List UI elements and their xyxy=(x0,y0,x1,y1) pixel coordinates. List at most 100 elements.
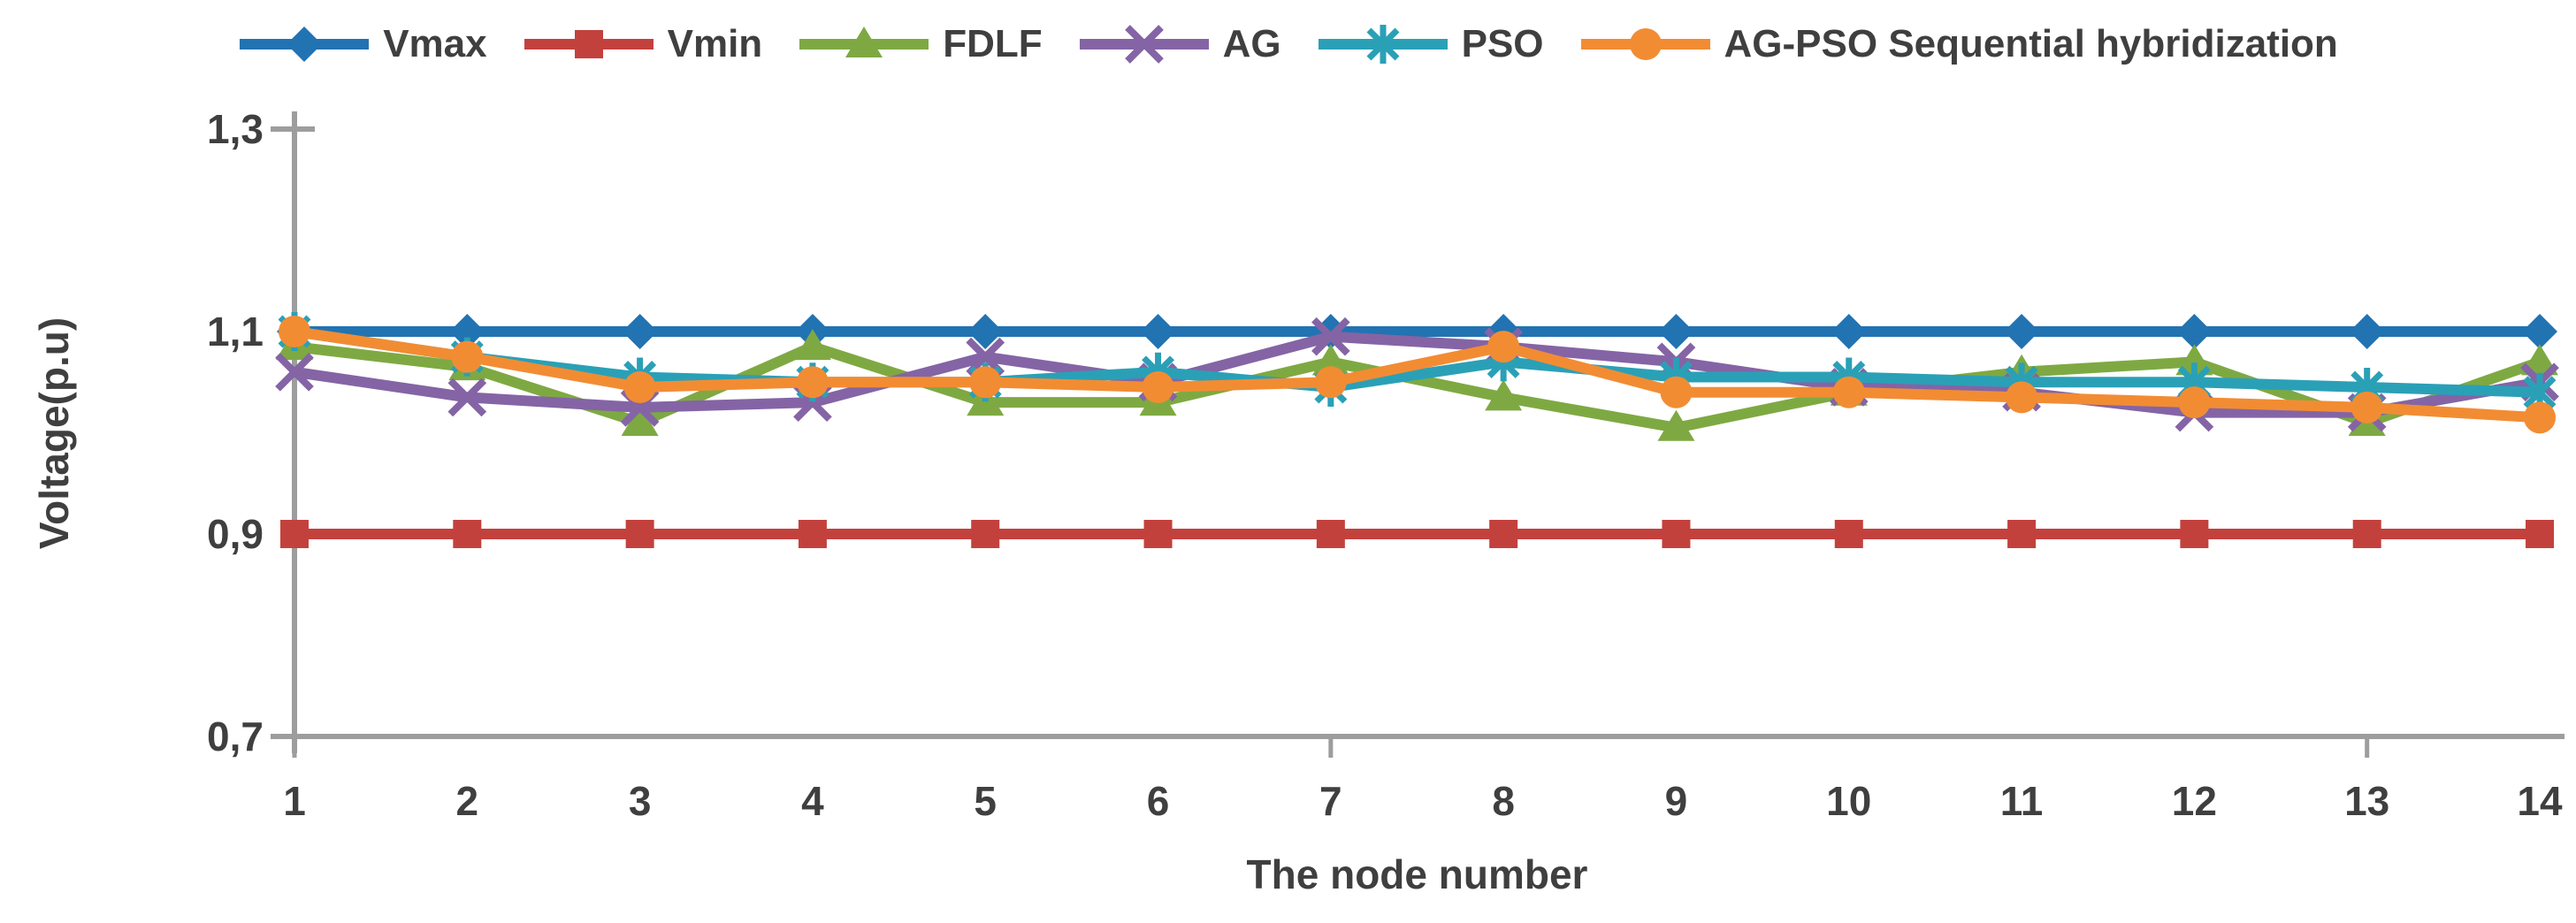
diamond-marker xyxy=(1140,314,1176,349)
y-tick-label: 1,3 xyxy=(207,106,264,152)
asterisk-marker xyxy=(1366,25,1400,64)
legend-item-vmax: Vmax xyxy=(238,12,487,76)
legend-item-ag: AG xyxy=(1078,12,1281,76)
circle-marker xyxy=(2524,401,2556,434)
series-vmin xyxy=(280,520,2554,548)
x-tick-label: 2 xyxy=(456,778,479,824)
triangle-marker xyxy=(621,405,659,437)
diamond-marker xyxy=(622,314,658,349)
circle-marker xyxy=(2178,386,2211,419)
series-line xyxy=(289,331,2545,418)
legend-marker-asterisk xyxy=(1318,25,1448,64)
circle-marker xyxy=(1142,370,1174,403)
diamond-marker xyxy=(1658,314,1694,349)
legend-marker-x xyxy=(1079,25,1209,64)
y-tick-label: 0,9 xyxy=(207,511,264,557)
circle-marker xyxy=(1660,376,1693,408)
x-tick-label: 3 xyxy=(629,778,652,824)
diamond-marker xyxy=(2349,314,2385,349)
triangle-marker xyxy=(1657,409,1695,441)
diamond-marker xyxy=(2176,314,2213,349)
triangle-marker xyxy=(2521,344,2558,376)
square-marker xyxy=(2007,520,2037,548)
circle-marker xyxy=(2006,381,2038,414)
square-marker xyxy=(453,520,482,548)
x-tick-label: 5 xyxy=(974,778,997,824)
circle-marker xyxy=(623,370,656,403)
x-tick-label: 1 xyxy=(283,778,306,824)
diamond-marker xyxy=(2004,314,2040,349)
triangle-marker xyxy=(1485,379,1523,411)
circle-marker xyxy=(969,366,1002,399)
diamond-marker xyxy=(287,27,323,62)
triangle-marker xyxy=(1311,344,1349,376)
x-marker xyxy=(275,352,314,392)
triangle-marker xyxy=(845,27,883,57)
square-marker xyxy=(971,520,1000,548)
circle-marker xyxy=(1314,366,1347,399)
square-marker xyxy=(1834,520,1863,548)
legend-marker-circle xyxy=(1580,28,1710,60)
x-tick-label: 14 xyxy=(2517,778,2563,824)
x-marker xyxy=(447,378,487,417)
axes: 1,31,10,90,71 2 3 4 5 6 7 8 9 10 11 12 13 14 xyxy=(207,106,2565,824)
diamond-marker xyxy=(2522,314,2557,349)
circle-marker xyxy=(1487,331,1520,363)
x-tick-label: 12 xyxy=(2172,778,2217,824)
diamond-marker xyxy=(967,314,1004,349)
circle-marker xyxy=(279,316,310,347)
legend-item-fdlf: FDLF xyxy=(798,12,1043,76)
y-axis-title: Voltage(p.u) xyxy=(31,317,77,550)
square-marker xyxy=(2352,520,2381,548)
x-tick-label: 4 xyxy=(801,778,824,824)
legend-marker-triangle xyxy=(799,27,929,57)
series-line xyxy=(289,326,2545,423)
diamond-marker xyxy=(449,314,485,349)
square-marker xyxy=(1316,520,1345,548)
triangle-marker xyxy=(793,329,831,361)
chart-legend: Vmax Vmin FDLF AG PSO AG-PSO Sequential hybri… xyxy=(0,12,2576,76)
x-axis-title: The node number xyxy=(1246,851,1588,897)
circle-marker xyxy=(1629,28,1662,60)
square-marker xyxy=(574,30,603,58)
series-ag-pso-sequential-hybridization xyxy=(279,316,2556,434)
x-tick-label: 8 xyxy=(1492,778,1515,824)
y-tick-label: 1,1 xyxy=(207,309,264,355)
x-tick-label: 7 xyxy=(1319,778,1342,824)
square-marker xyxy=(625,520,654,548)
legend-item-vmin: Vmin xyxy=(523,12,763,76)
square-marker xyxy=(1143,520,1173,548)
circle-marker xyxy=(1832,376,1865,408)
x-tick-label: 9 xyxy=(1665,778,1688,824)
legend-label: Vmin xyxy=(667,22,763,65)
circle-marker xyxy=(2351,391,2383,423)
x-tick-label: 11 xyxy=(2000,778,2044,824)
legend-label: PSO xyxy=(1461,22,1544,65)
legend-label: AG-PSO Sequential hybridization xyxy=(1724,22,2338,65)
legend-item-ag-pso-sequential-hybridization: AG-PSO Sequential hybridization xyxy=(1579,12,2338,76)
legend-marker-square xyxy=(524,30,654,58)
square-marker xyxy=(798,520,827,548)
square-marker xyxy=(2526,520,2554,548)
x-tick-label: 6 xyxy=(1147,778,1170,824)
x-tick-label: 13 xyxy=(2344,778,2389,824)
diamond-marker xyxy=(1831,314,1867,349)
square-marker xyxy=(1662,520,1691,548)
square-marker xyxy=(1489,520,1518,548)
x-marker xyxy=(1311,317,1350,356)
y-tick-label: 0,7 xyxy=(207,713,264,759)
square-marker xyxy=(2180,520,2209,548)
circle-marker xyxy=(796,366,829,399)
legend-marker-diamond xyxy=(240,27,370,62)
x-marker xyxy=(1124,25,1164,64)
x-tick-label: 10 xyxy=(1826,778,1871,824)
legend-label: FDLF xyxy=(943,22,1043,65)
square-marker xyxy=(280,520,309,548)
legend-item-pso: PSO xyxy=(1317,12,1544,76)
legend-label: Vmax xyxy=(383,22,487,65)
legend-label: AG xyxy=(1222,22,1281,65)
circle-marker xyxy=(451,340,484,373)
series-line xyxy=(289,326,2545,398)
